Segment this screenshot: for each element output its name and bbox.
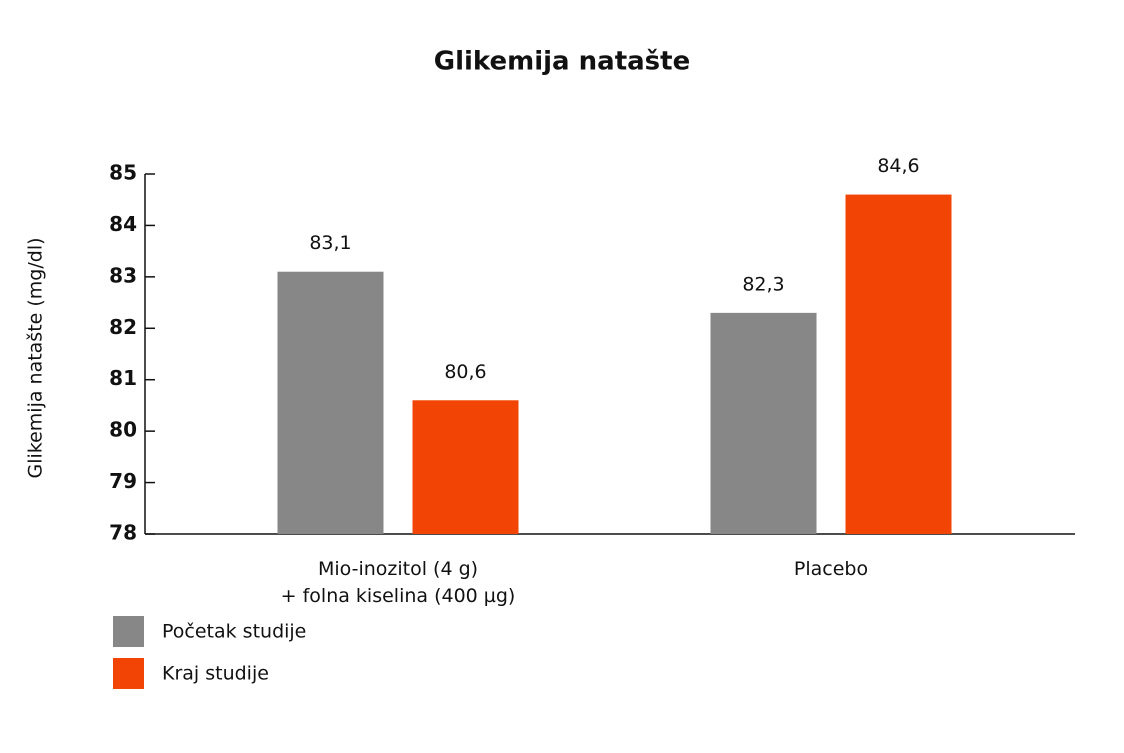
value-label: 80,6 [444, 361, 486, 383]
y-tick-label: 84 [109, 212, 137, 236]
y-axis-label: Glikemija natašte (mg/dl) [25, 237, 47, 478]
value-label: 84,6 [877, 155, 919, 177]
bar [412, 400, 519, 534]
legend-label: Početak studije [162, 621, 306, 643]
legend-label: Kraj studije [162, 663, 269, 685]
y-tick-label: 79 [109, 469, 137, 493]
y-tick-label: 80 [109, 418, 137, 442]
y-tick-label: 83 [109, 263, 137, 287]
bar [845, 194, 952, 535]
x-tick-label: Placebo [794, 558, 868, 580]
y-tick-label: 78 [109, 521, 137, 545]
value-label: 82,3 [742, 273, 784, 295]
y-tick-label: 81 [109, 366, 137, 390]
x-tick-label: Mio-inozitol (4 g) + folna kiselina (400 … [281, 558, 516, 607]
bar [710, 312, 817, 534]
chart-title: Glikemija natašte [434, 47, 690, 77]
y-tick-label: 82 [109, 315, 137, 339]
bar [277, 271, 384, 534]
legend-swatch [113, 658, 144, 689]
y-tick-label: 85 [109, 161, 137, 185]
value-label: 83,1 [309, 232, 351, 254]
legend-swatch [113, 616, 144, 647]
